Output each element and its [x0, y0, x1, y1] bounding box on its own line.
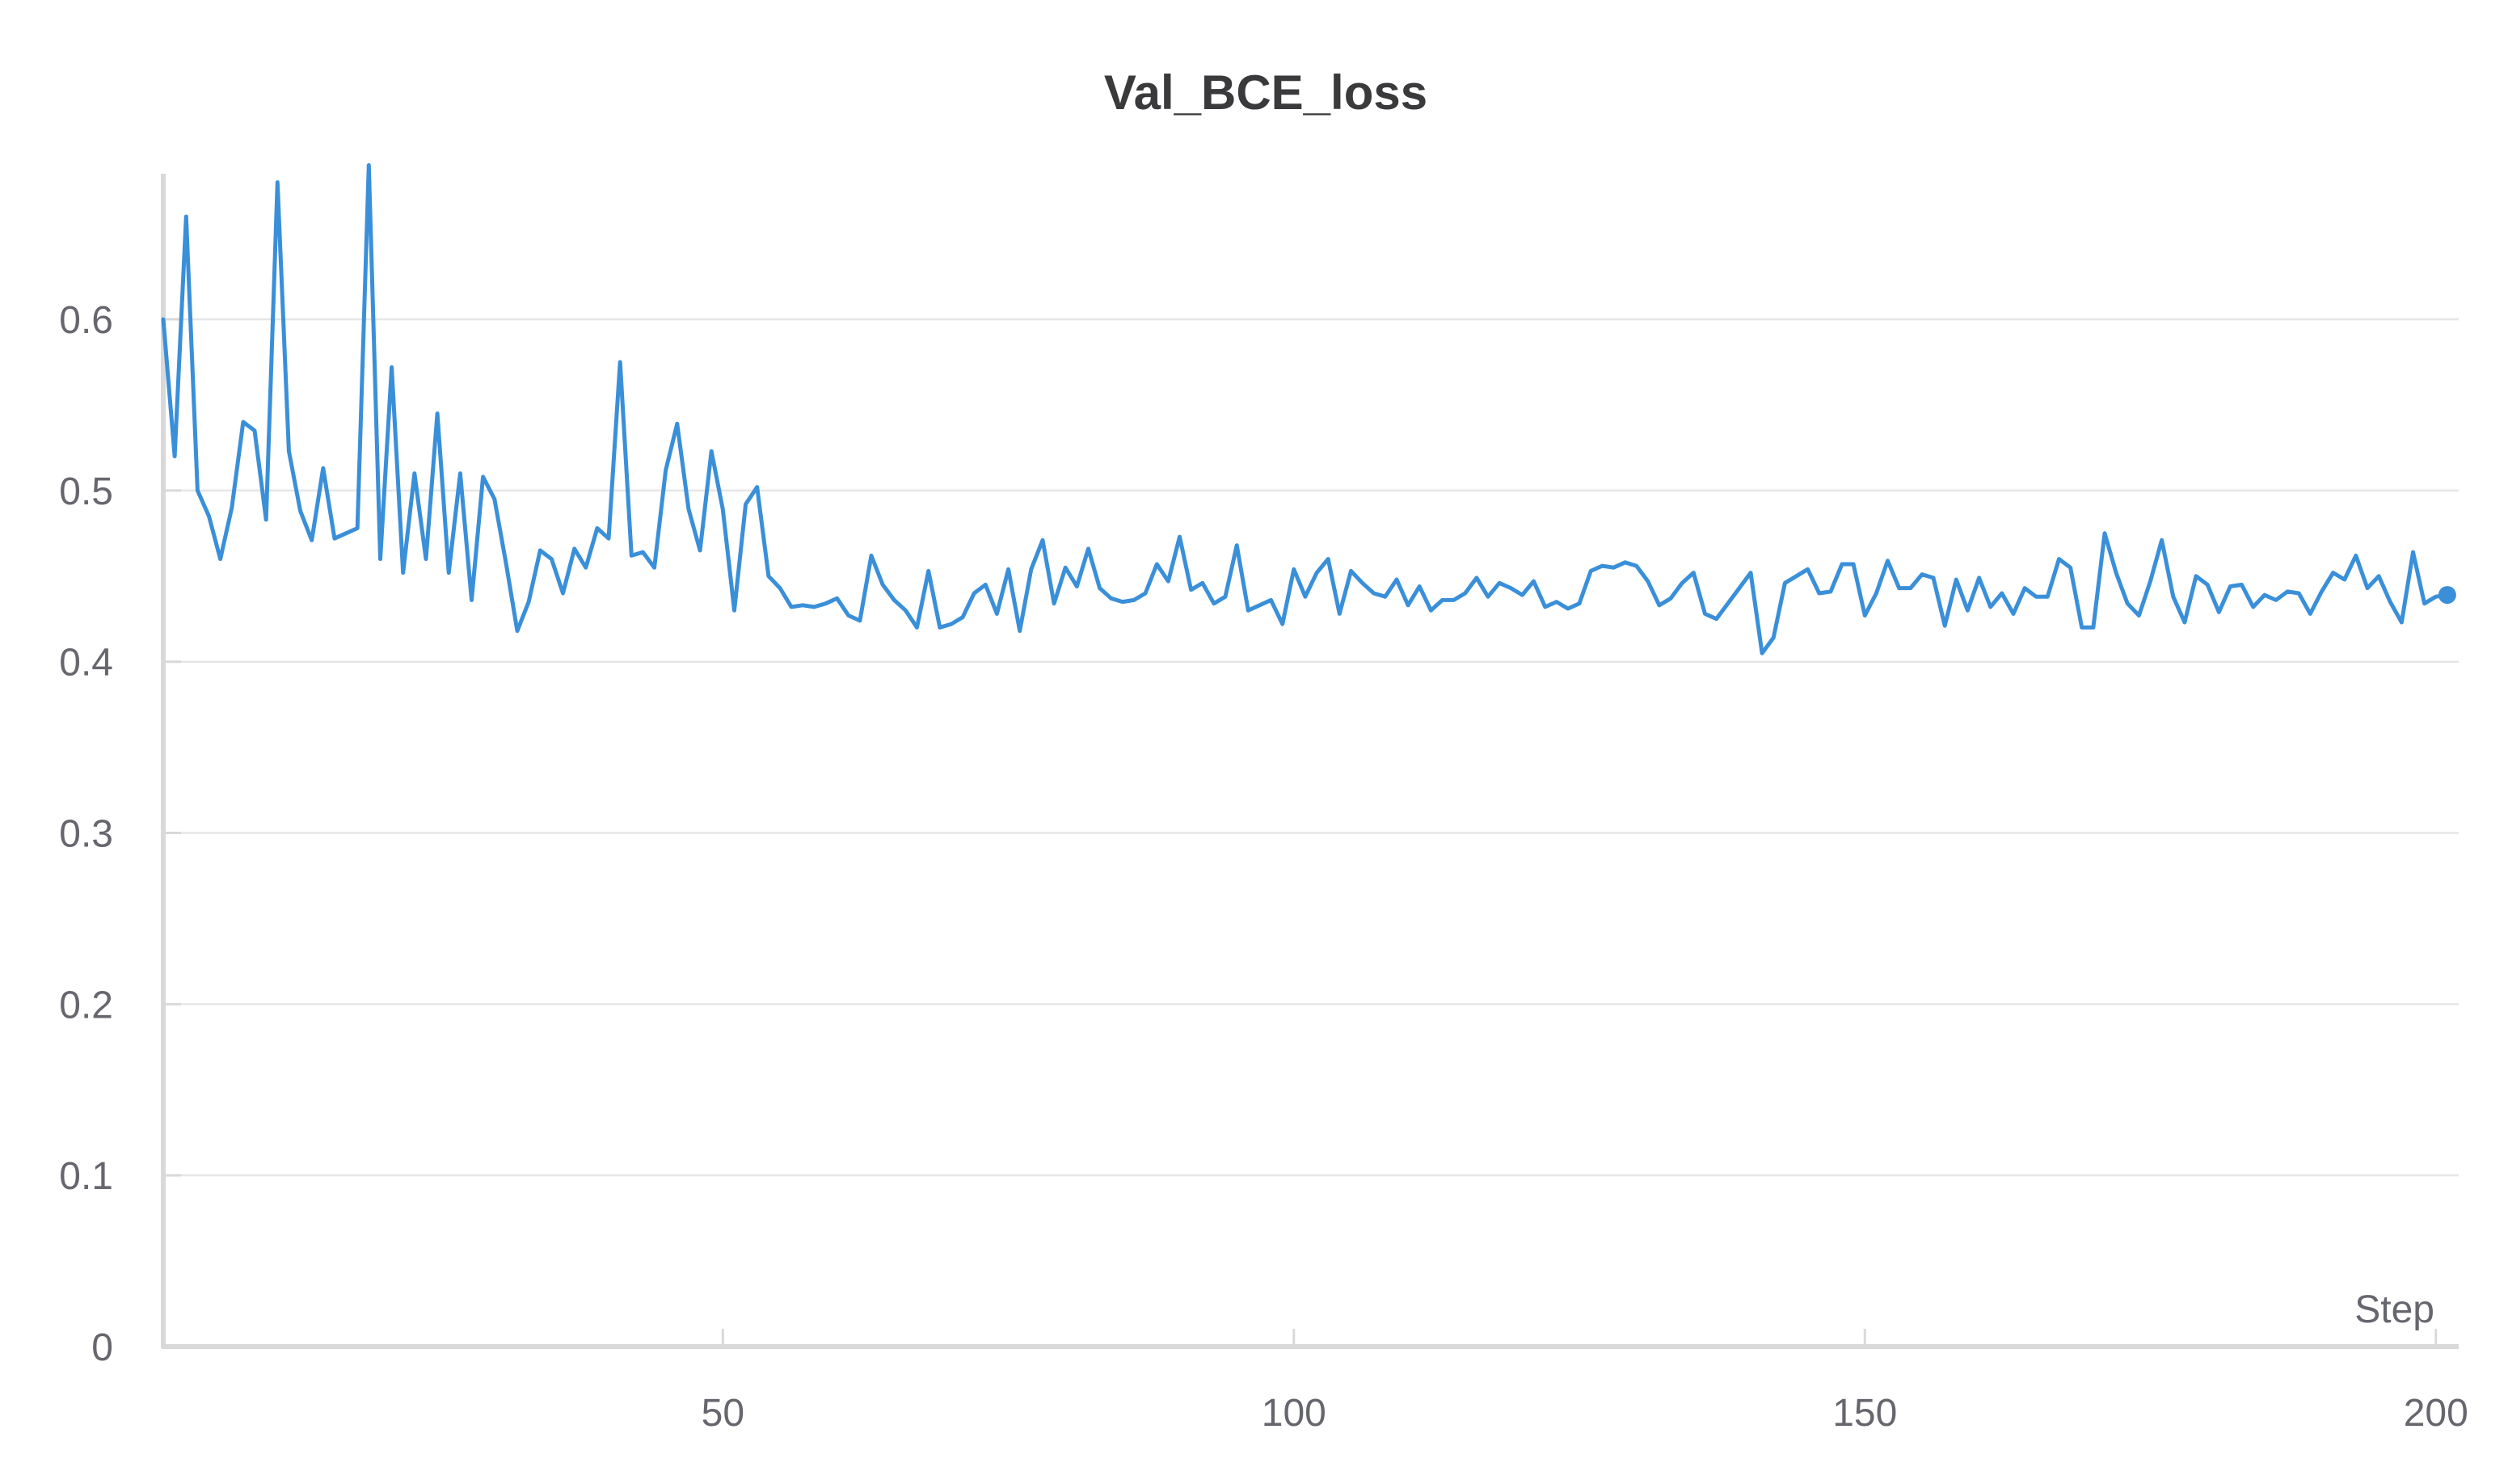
series-line — [161, 162, 2450, 656]
x-axis-label: Step — [2354, 1288, 2434, 1331]
x-axis-ticks: 50 100 150 200 — [702, 1329, 2468, 1435]
grid-lines — [163, 318, 2459, 1177]
y-tick-label: 0.1 — [59, 1155, 113, 1198]
last-point-marker — [2438, 586, 2456, 605]
y-tick-label: 0.4 — [59, 642, 113, 685]
x-tick-label: 100 — [1262, 1392, 1326, 1435]
y-axis-ticks: 0 0.1 0.2 0.3 0.4 0.5 0.6 — [59, 299, 181, 1369]
x-tick-label: 150 — [1832, 1392, 1897, 1435]
y-tick-label: 0 — [91, 1326, 113, 1369]
y-tick-label: 0.2 — [59, 984, 113, 1027]
chart-title: Val_BCE_loss — [1104, 65, 1427, 120]
series-layer — [161, 162, 2456, 656]
y-tick-label: 0.3 — [59, 813, 113, 856]
x-tick-label: 50 — [702, 1392, 744, 1435]
y-tick-label: 0.5 — [59, 470, 113, 513]
y-tick-label: 0.6 — [59, 299, 113, 342]
axes — [161, 174, 2459, 1349]
x-tick-label: 200 — [2404, 1392, 2468, 1435]
